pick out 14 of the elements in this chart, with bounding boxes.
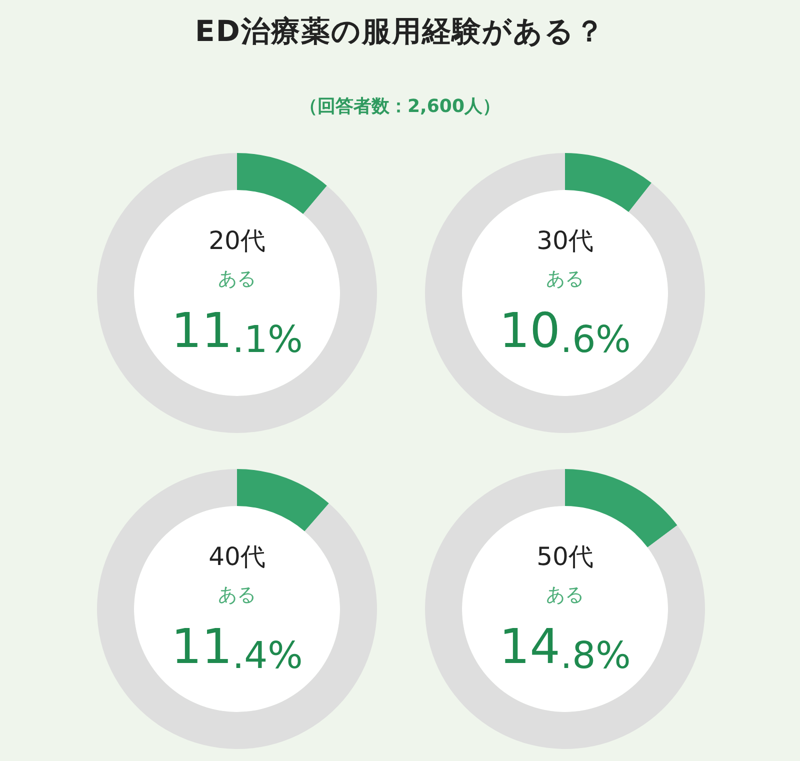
text: 50代: [536, 542, 594, 571]
data-label: 11.1%: [171, 303, 303, 361]
text: 30代: [536, 226, 594, 255]
slice-label: ある: [218, 268, 256, 290]
slice-label: ある: [546, 584, 584, 606]
text: （回答者数：2,600人）: [298, 95, 502, 118]
slice-label: ある: [218, 584, 256, 606]
data-label: 14.8%: [499, 619, 631, 677]
data-label: 10.6%: [499, 303, 631, 361]
text: ED治療薬の服用経験がある？: [194, 13, 606, 50]
slice-label: ある: [546, 268, 584, 290]
text: 40代: [208, 542, 266, 571]
text: 20代: [208, 226, 266, 255]
data-label: 11.4%: [171, 619, 303, 677]
